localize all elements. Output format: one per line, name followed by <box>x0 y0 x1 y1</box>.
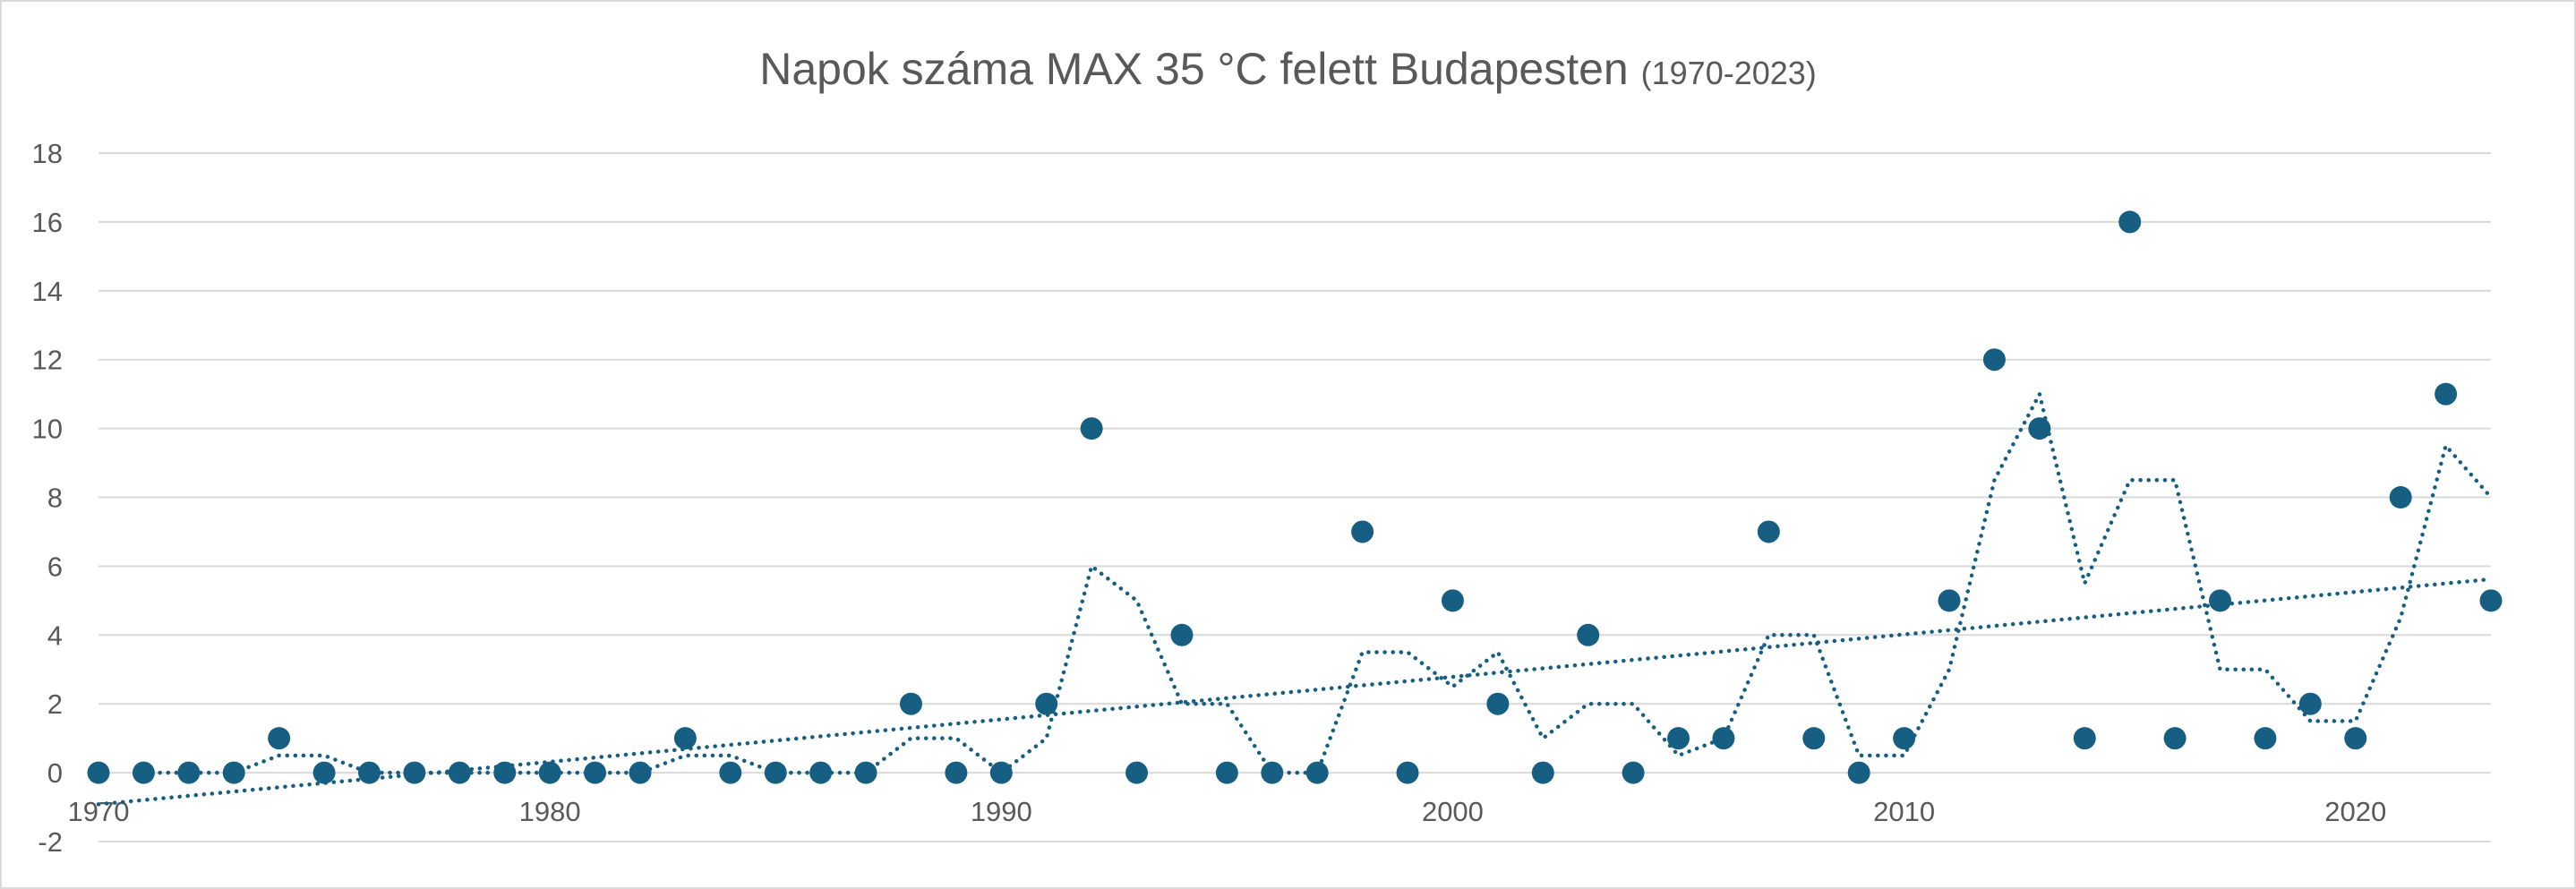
data-point <box>1982 348 2006 372</box>
data-point <box>1712 727 1735 750</box>
data-point <box>1396 761 1419 784</box>
data-point <box>1757 520 1780 543</box>
data-point <box>1125 761 1149 784</box>
data-point <box>2028 417 2051 440</box>
data-point <box>2118 210 2142 234</box>
data-point <box>2163 727 2187 750</box>
data-point <box>1486 692 1510 715</box>
y-tick-label: 0 <box>47 757 63 789</box>
data-point <box>2298 692 2322 715</box>
y-tick-label: 16 <box>32 207 63 238</box>
data-point <box>584 761 607 784</box>
chart-title: Napok száma MAX 35 °C felett Budapesten … <box>0 43 2576 95</box>
y-tick-label: 4 <box>47 620 63 651</box>
x-tick-label: 1990 <box>971 796 1032 827</box>
x-tick-label: 2020 <box>2324 796 2386 827</box>
x-tick-label: 2000 <box>1422 796 1484 827</box>
data-point <box>719 761 742 784</box>
data-point <box>448 761 471 784</box>
x-tick-label: 1970 <box>68 796 130 827</box>
data-point <box>899 692 922 715</box>
data-point <box>629 761 652 784</box>
moving-average-trendline <box>141 388 2494 775</box>
data-point <box>1802 727 1826 750</box>
data-point <box>132 761 155 784</box>
data-point <box>1938 589 1961 612</box>
data-point <box>538 761 561 784</box>
data-point <box>312 761 336 784</box>
data-point <box>1351 520 1374 543</box>
y-tick-label: 10 <box>32 414 63 445</box>
data-point <box>673 727 697 750</box>
data-point <box>1531 761 1554 784</box>
data-point <box>1441 589 1464 612</box>
y-tick-label: -2 <box>38 826 63 858</box>
data-point <box>989 761 1013 784</box>
y-tick-label: 14 <box>32 276 63 307</box>
data-point <box>1893 727 1916 750</box>
data-point <box>1170 623 1194 646</box>
data-point <box>1667 727 1690 750</box>
data-point <box>2209 589 2232 612</box>
y-tick-label: 12 <box>32 345 63 376</box>
data-point <box>1622 761 1645 784</box>
data-point <box>177 761 201 784</box>
y-tick-label: 8 <box>47 483 63 514</box>
data-point <box>1215 761 1238 784</box>
data-point <box>2073 727 2096 750</box>
data-point <box>493 761 517 784</box>
data-point <box>87 761 110 784</box>
data-point <box>2389 486 2412 509</box>
data-point <box>1577 623 1600 646</box>
x-tick-label: 2010 <box>1873 796 1935 827</box>
data-point <box>2435 382 2458 406</box>
data-point <box>222 761 245 784</box>
data-point <box>2254 727 2277 750</box>
y-tick-label: 18 <box>32 138 63 169</box>
data-point <box>1261 761 1284 784</box>
data-point <box>764 761 787 784</box>
data-point <box>1847 761 1870 784</box>
data-point <box>357 761 381 784</box>
data-point <box>1305 761 1329 784</box>
x-tick-label: 1980 <box>519 796 581 827</box>
data-point <box>268 727 291 750</box>
data-point <box>945 761 968 784</box>
data-point <box>809 761 833 784</box>
y-tick-label: 2 <box>47 688 63 720</box>
chart-subtitle: (1970-2023) <box>1640 55 1817 91</box>
data-point <box>2479 589 2503 612</box>
data-point <box>2344 727 2367 750</box>
chart-title-text: Napok száma MAX 35 °C felett Budapesten <box>759 44 1629 94</box>
data-point <box>1035 692 1058 715</box>
data-point <box>1080 417 1103 440</box>
data-point <box>854 761 877 784</box>
data-point <box>403 761 426 784</box>
y-tick-label: 6 <box>47 551 63 582</box>
